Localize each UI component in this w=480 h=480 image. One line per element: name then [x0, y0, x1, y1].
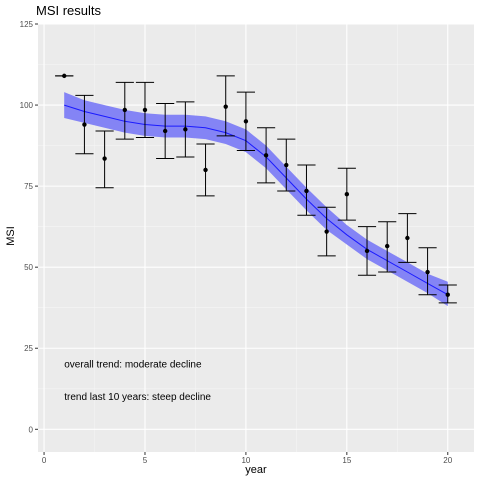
data-point [183, 127, 187, 131]
data-point [324, 229, 328, 233]
data-point [102, 156, 106, 160]
y-tick-label: 100 [20, 101, 34, 110]
y-tick-label: 50 [24, 263, 33, 272]
x-tick-label: 20 [443, 456, 452, 465]
data-point [163, 129, 167, 133]
data-point [203, 168, 207, 172]
data-point [365, 249, 369, 253]
y-tick-label: 0 [29, 425, 34, 434]
x-axis-label: year [245, 464, 267, 476]
y-tick-label: 75 [24, 182, 33, 191]
data-point [143, 108, 147, 112]
y-axis-label: MSI [5, 226, 17, 246]
data-point [425, 270, 429, 274]
data-point [345, 192, 349, 196]
data-point [82, 122, 86, 126]
data-point [385, 244, 389, 248]
annotation-text: overall trend: moderate decline [64, 359, 202, 370]
data-point [244, 119, 248, 123]
data-point [123, 108, 127, 112]
data-point [264, 153, 268, 157]
y-tick-label: 125 [20, 20, 34, 29]
chart-title: MSI results [36, 3, 102, 18]
data-point [304, 189, 308, 193]
x-tick-label: 15 [342, 456, 351, 465]
y-tick-label: 25 [24, 344, 33, 353]
annotation-text: trend last 10 years: steep decline [64, 392, 211, 403]
x-tick-label: 5 [143, 456, 148, 465]
data-point [405, 236, 409, 240]
x-tick-label: 0 [42, 456, 47, 465]
data-point [284, 163, 288, 167]
data-point [62, 74, 66, 78]
data-point [446, 293, 450, 297]
y-axis-ticks: 0 25 50 75 100 125 [20, 20, 38, 434]
data-point [224, 104, 228, 108]
